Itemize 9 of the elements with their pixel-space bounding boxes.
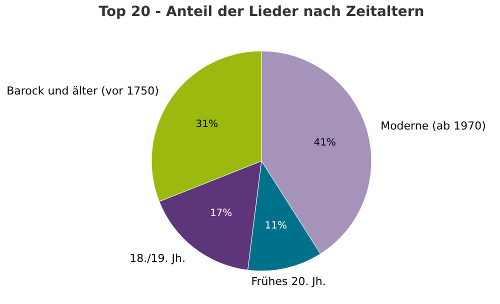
slice-label: Barock und älter (vor 1750) xyxy=(6,84,159,98)
data-label: 31% xyxy=(196,118,218,130)
chart-title: Top 20 - Anteil der Lieder nach Zeitaltern xyxy=(98,4,424,20)
data-label: 11% xyxy=(264,220,288,232)
data-label: 17% xyxy=(210,208,232,220)
slice-label: Moderne (ab 1970) xyxy=(380,119,486,132)
slice-label: 18./19. Jh. xyxy=(130,252,186,265)
slice-label: Frühes 20. Jh. xyxy=(251,275,326,288)
data-label: 41% xyxy=(314,138,336,149)
